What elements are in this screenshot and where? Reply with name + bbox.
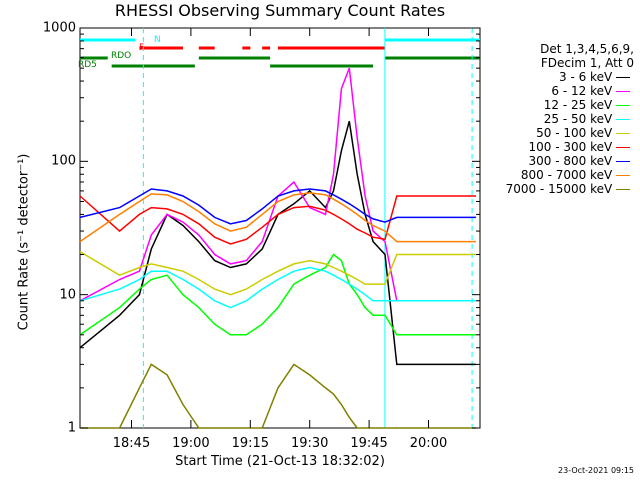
legend-entry-3: 25 - 50 keV	[544, 112, 630, 126]
x-tick-label-3: 19:30	[290, 436, 329, 451]
legend-entry-1: 6 - 12 keV	[551, 84, 630, 98]
legend-swatch	[616, 105, 630, 106]
series-line-7	[79, 192, 476, 243]
axis-ticks	[80, 27, 480, 429]
legend-label: 50 - 100 keV	[536, 126, 616, 140]
x-axis-label: Start Time (21-Oct-13 18:32:02)	[175, 454, 385, 469]
series-line-1	[79, 67, 476, 302]
series-group	[79, 67, 476, 429]
series-line-6	[79, 188, 476, 225]
series-line-5	[79, 195, 476, 245]
status-bands	[80, 28, 480, 428]
legend-swatch	[616, 77, 630, 78]
legend-header-line2: FDecim 1, Att 0	[540, 56, 634, 70]
legend-label: 300 - 800 keV	[528, 154, 616, 168]
chart-title: RHESSI Observing Summary Count Rates	[114, 1, 446, 20]
legend-swatch	[616, 91, 630, 92]
series-line-0	[79, 121, 476, 366]
legend-entry-2: 12 - 25 keV	[544, 98, 630, 112]
y-tick-label-2: 100	[51, 153, 76, 169]
legend-label: 3 - 6 keV	[559, 70, 616, 84]
legend-label: 800 - 7000 keV	[520, 168, 616, 182]
legend-entry-8: 7000 - 15000 keV	[506, 182, 630, 196]
band-label-rd5: RD5	[78, 60, 97, 70]
band-label-rdo: RDO	[111, 51, 132, 61]
x-tick-label-5: 20:00	[409, 436, 448, 451]
y-tick-label-1: 10	[59, 287, 76, 303]
band-label-n: N	[154, 35, 161, 45]
legend-label: 100 - 300 keV	[528, 140, 616, 154]
legend-entry-5: 100 - 300 keV	[528, 140, 630, 154]
y-tick-label-0: 1	[67, 420, 76, 436]
x-tick-label-2: 19:15	[231, 436, 270, 451]
legend-entry-7: 800 - 7000 keV	[521, 168, 630, 182]
legend-label: 6 - 12 keV	[551, 84, 616, 98]
x-tick-label-4: 19:45	[350, 436, 388, 451]
legend-header-line1: Det 1,3,4,5,6,9,	[540, 42, 634, 56]
legend-entry-0: 3 - 6 keV	[559, 70, 630, 84]
legend-label: 7000 - 15000 keV	[505, 182, 616, 196]
legend-label: 12 - 25 keV	[543, 98, 616, 112]
timestamp: 23-Oct-2021 09:15	[558, 466, 634, 475]
series-line-4	[79, 251, 476, 296]
band-label-f: F	[139, 43, 145, 53]
legend-swatch	[616, 119, 630, 120]
series-line-3	[79, 266, 476, 309]
legend-entry-6: 300 - 800 keV	[528, 154, 630, 168]
legend-swatch	[616, 161, 630, 162]
legend-swatch	[616, 175, 630, 176]
x-tick-label-1: 19:00	[172, 436, 210, 451]
plot-frame	[79, 27, 481, 429]
y-axis-label: Count Rate (s⁻¹ detector⁻¹)	[16, 153, 32, 331]
legend-label: 25 - 50 keV	[543, 112, 616, 126]
y-tick-label-3: 1000	[42, 20, 76, 36]
series-line-8	[80, 363, 476, 429]
legend-swatch	[616, 147, 630, 148]
legend-swatch	[616, 133, 630, 134]
x-tick-label-0: 18:45	[112, 436, 151, 451]
legend-swatch	[616, 189, 630, 190]
legend-entry-4: 50 - 100 keV	[536, 126, 630, 140]
series-line-2	[79, 253, 476, 336]
